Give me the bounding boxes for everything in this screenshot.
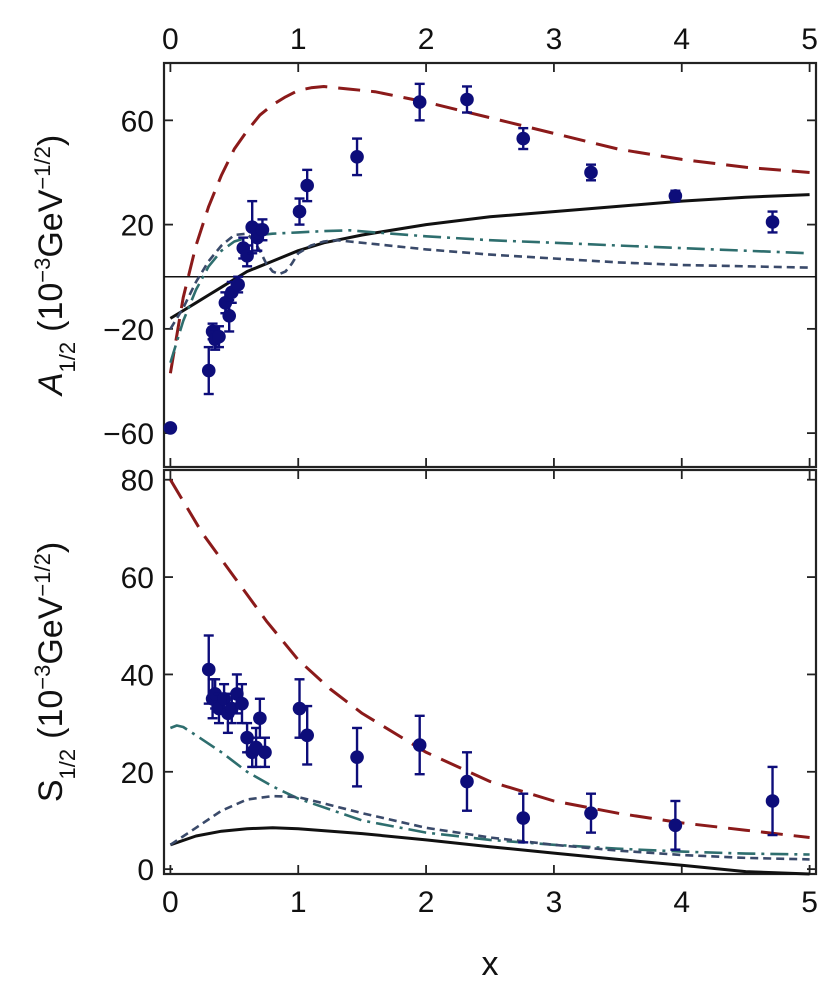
y-tick-label: 80 <box>121 465 154 498</box>
data-point <box>350 750 364 764</box>
x-axis-title: x <box>482 945 499 983</box>
data-point <box>292 701 307 716</box>
bottom-x-ticks: 0 1 2 3 4 5 <box>162 470 818 919</box>
curve-solid-black <box>169 826 810 876</box>
x-tick-label: 1 <box>290 886 307 919</box>
data-point <box>201 363 216 378</box>
x-tick-label: 4 <box>673 886 690 919</box>
y-title-sub: 1/2 <box>55 749 80 780</box>
bottom-curves <box>169 478 810 876</box>
panel-a-half: 0 1 2 3 4 5 −60 −20 20 60 A1/2 (10−3GeV−1/2) <box>30 23 818 469</box>
data-point <box>255 223 270 237</box>
curve-short-dash-navy <box>169 794 810 861</box>
data-point <box>224 701 239 716</box>
data-point <box>300 728 314 743</box>
y-title-units-exp1: −3 <box>30 258 55 283</box>
bottom-y-ticks: 0 20 40 60 80 <box>121 465 816 887</box>
data-point <box>412 95 427 109</box>
data-point <box>235 696 249 711</box>
curve-dashed-red <box>168 85 810 374</box>
y-title-units-gev: GeV <box>32 189 70 257</box>
top-x-ticks: 0 1 2 3 4 5 <box>162 23 818 467</box>
y-tick-label: 20 <box>121 757 154 790</box>
x-tick-label: 5 <box>801 23 818 56</box>
x-tick-label: 4 <box>673 23 690 56</box>
data-point <box>163 421 178 435</box>
data-point <box>300 178 314 193</box>
y-tick-label: 60 <box>121 562 154 595</box>
curve-short-dash-navy <box>169 232 810 330</box>
panel-s-half: 0 1 2 3 4 5 0 20 40 60 80 S1/2 (10−3GeV−1/2) x <box>30 465 818 983</box>
data-point <box>516 131 531 146</box>
data-point <box>240 730 254 745</box>
top-y-ticks: −60 −20 20 60 <box>103 105 816 451</box>
top-curves <box>168 85 810 374</box>
y-title-main: A <box>32 372 70 397</box>
x-tick-label: 0 <box>162 886 179 919</box>
data-point <box>765 215 780 229</box>
y-title-units-exp1: −3 <box>30 665 55 690</box>
x-tick-label: 0 <box>162 23 179 56</box>
data-point <box>292 204 307 219</box>
x-tick-label: 3 <box>546 886 563 919</box>
y-title-units-close: ) <box>32 135 70 146</box>
y-tick-label: 20 <box>121 210 154 243</box>
y-axis-title-a: A1/2 (10−3GeV−1/2) <box>30 135 80 397</box>
curve-dash-dot-teal <box>169 724 810 856</box>
x-tick-label: 1 <box>290 23 307 56</box>
top-data-points <box>163 82 780 435</box>
x-tick-label: 5 <box>801 886 818 919</box>
y-title-units-close: ) <box>32 542 70 553</box>
y-axis-title-s: S1/2 (10−3GeV−1/2) <box>30 542 80 802</box>
panel-a-frame <box>162 61 818 469</box>
y-title-units-open: (10 <box>32 690 70 739</box>
data-point <box>584 165 598 180</box>
data-point <box>584 806 598 820</box>
bottom-data-points <box>201 634 780 851</box>
data-point <box>231 277 245 292</box>
y-tick-label: −60 <box>103 418 154 451</box>
x-tick-label: 3 <box>546 23 563 56</box>
curve-dash-dot-teal <box>169 229 810 364</box>
data-point <box>668 818 683 833</box>
y-tick-label: 60 <box>121 105 154 138</box>
y-title-units-gev: GeV <box>32 596 70 664</box>
panel-s-frame <box>162 468 818 876</box>
data-point <box>765 794 780 808</box>
x-tick-label: 2 <box>418 886 435 919</box>
data-point <box>222 309 236 323</box>
y-tick-label: 0 <box>137 854 154 887</box>
y-title-units-exp2: −1/2 <box>30 553 55 596</box>
data-point <box>460 92 474 107</box>
data-point <box>201 662 216 677</box>
y-title-main: S <box>32 779 70 802</box>
data-point <box>668 189 683 203</box>
y-tick-label: −20 <box>103 314 154 347</box>
data-point <box>253 711 267 726</box>
data-point <box>460 774 474 789</box>
data-point <box>258 745 272 760</box>
y-title-sub: 1/2 <box>55 342 80 373</box>
y-tick-label: 40 <box>121 659 154 692</box>
curve-solid-black <box>169 193 810 320</box>
y-title-units-open: (10 <box>32 283 70 332</box>
data-point <box>350 150 364 164</box>
data-point <box>516 811 531 825</box>
x-tick-label: 2 <box>418 23 435 56</box>
data-point <box>412 738 427 752</box>
data-point <box>212 329 226 344</box>
y-title-units-exp2: −1/2 <box>30 146 55 189</box>
